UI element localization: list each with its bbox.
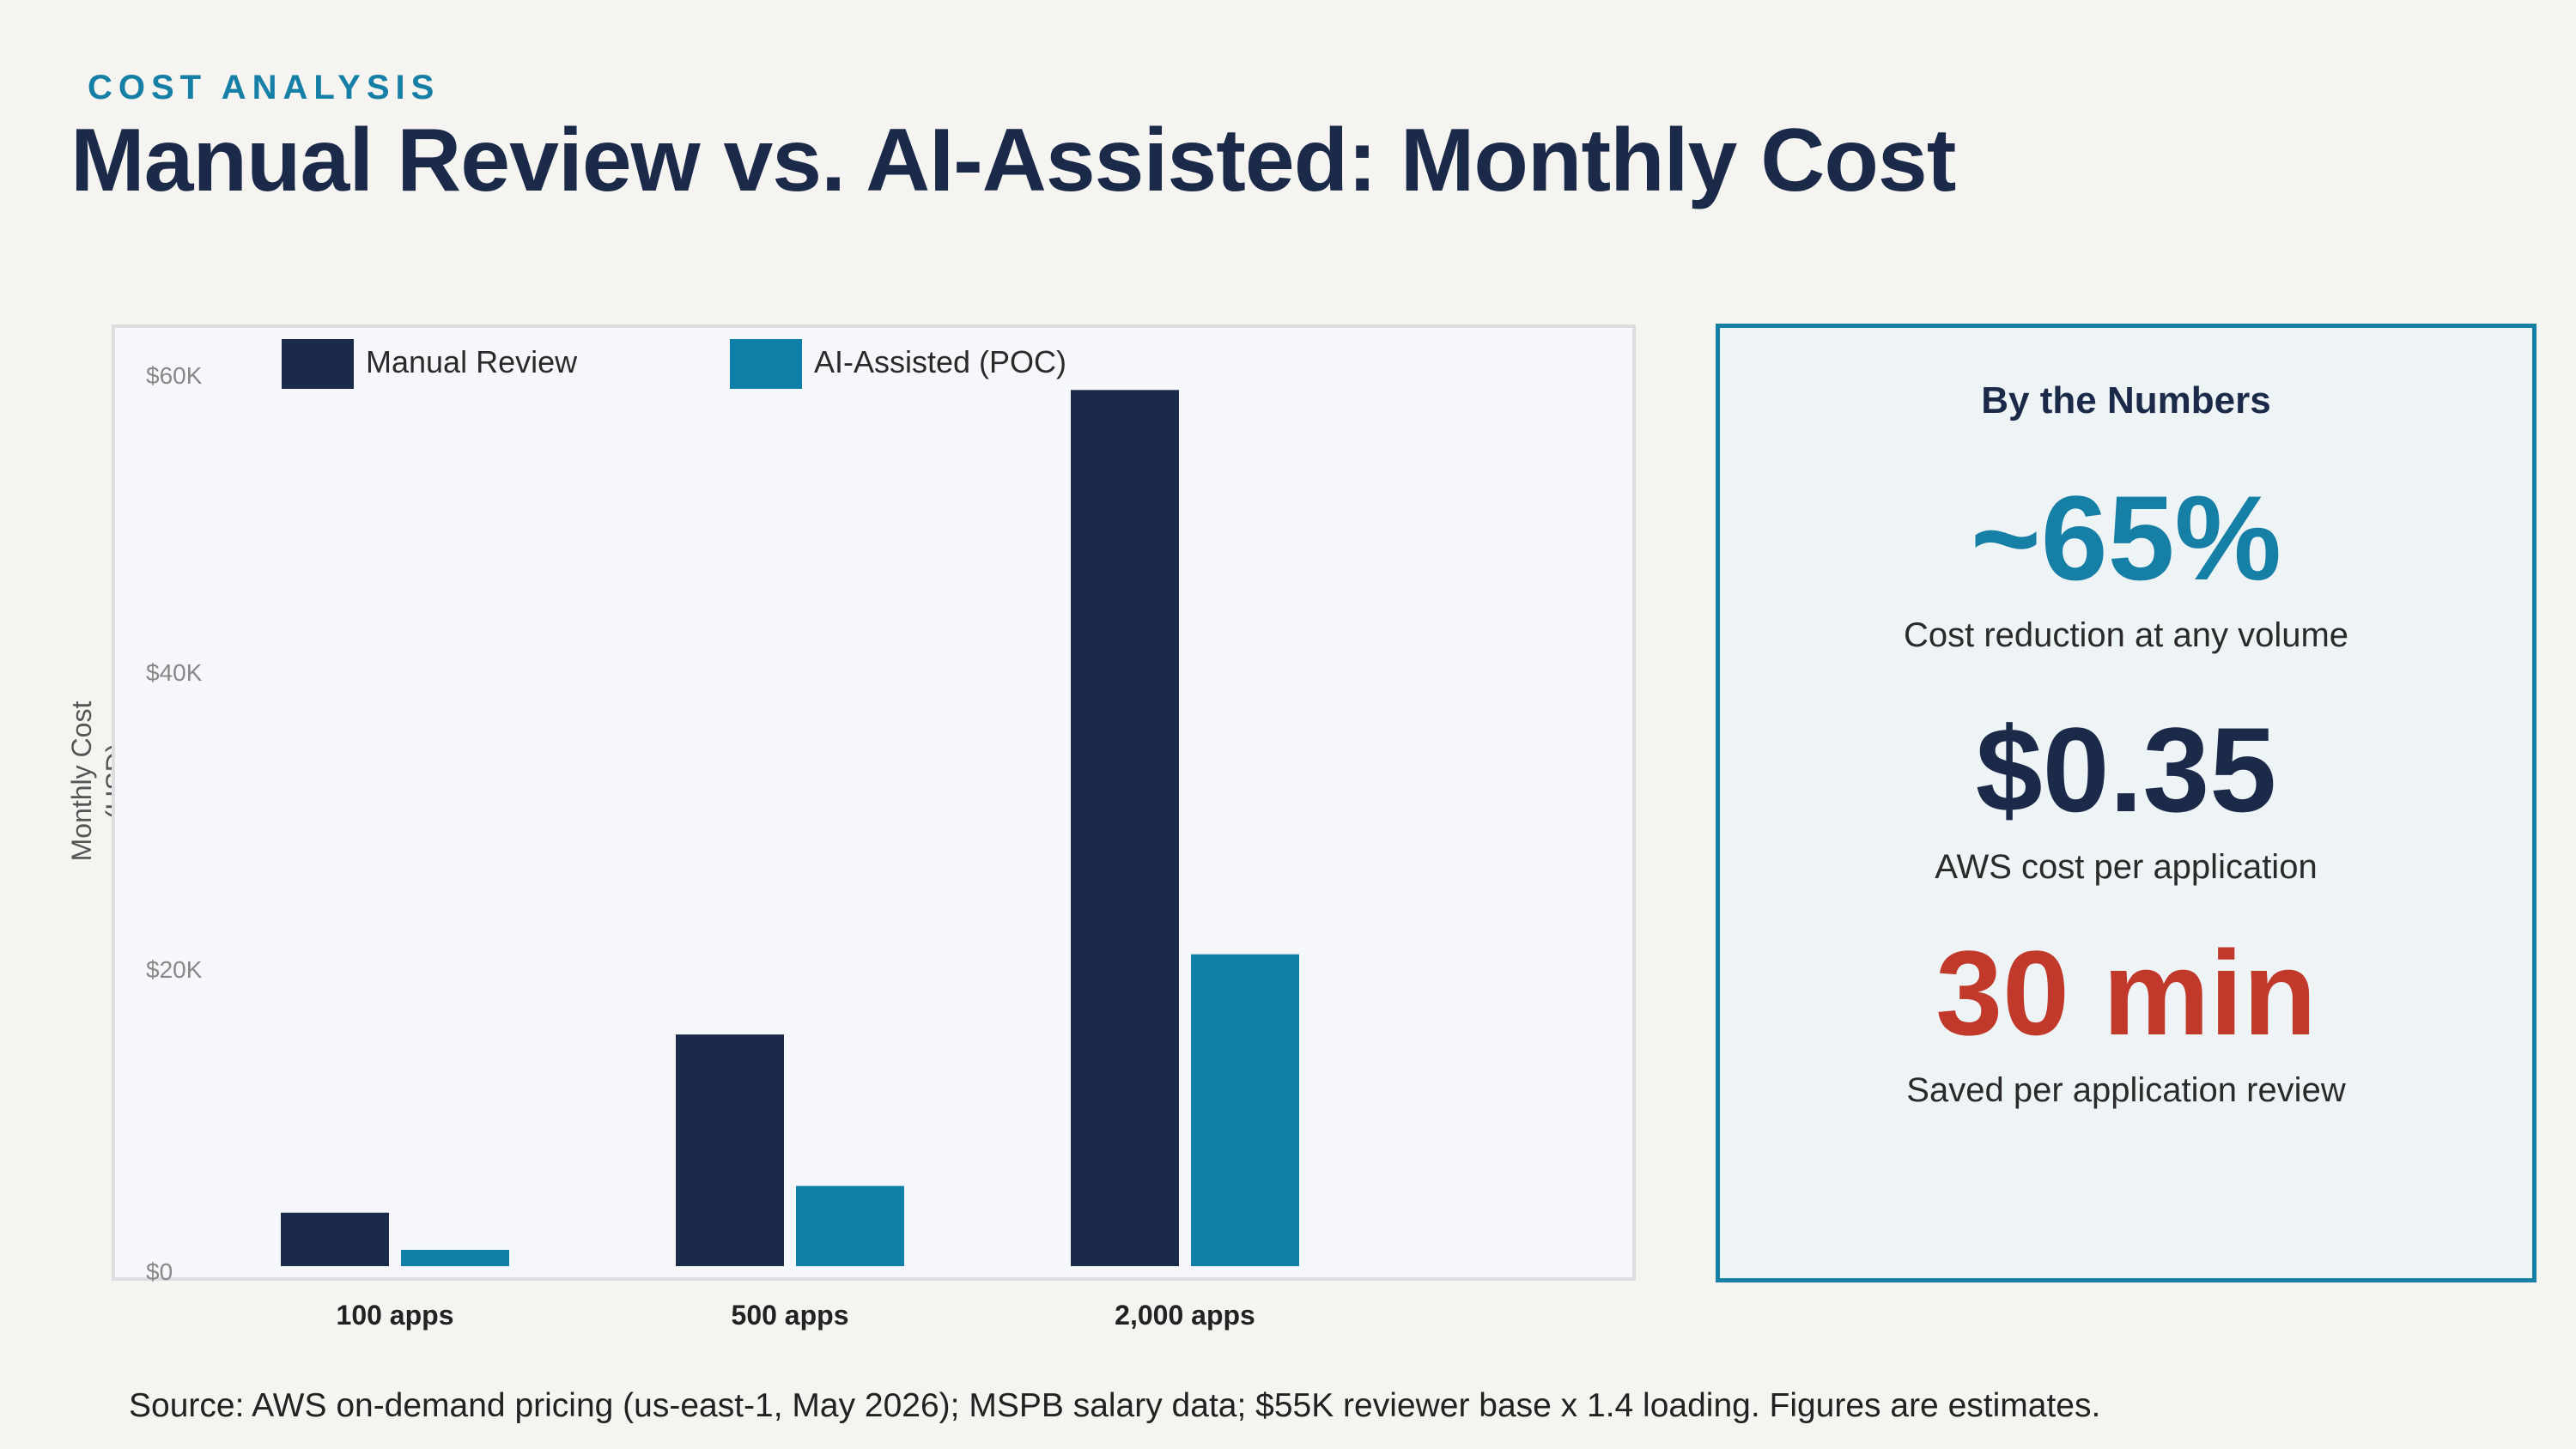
- x-tick-label: 500 apps: [732, 1300, 849, 1331]
- page-title: Manual Review vs. AI-Assisted: Monthly C…: [70, 111, 1956, 210]
- legend-label-0: Manual Review: [366, 344, 578, 379]
- stat-time-saved-label: Saved per application review: [1906, 1071, 2346, 1109]
- y-tick-label: $40K: [146, 659, 203, 686]
- bar-manual-1: [676, 1034, 784, 1266]
- legend-swatch-0: [282, 339, 354, 389]
- x-tick-label: 100 apps: [337, 1300, 454, 1331]
- bar-manual-0: [281, 1212, 389, 1266]
- stat-aws-cost-label: AWS cost per application: [1935, 848, 2318, 886]
- stats-panel: By the Numbers ~65% Cost reduction at an…: [1716, 324, 2537, 1282]
- stat-aws-cost-value: $0.35: [1975, 702, 2277, 837]
- source-note: Source: AWS on-demand pricing (us-east-1…: [129, 1387, 2101, 1424]
- chart-plot-area: [112, 324, 1636, 1281]
- y-tick-label: $60K: [146, 362, 203, 389]
- legend-swatch-1: [730, 339, 802, 389]
- bar-chart: $0 $20K $40K $60K 100 apps 500 apps 2,000 apps…: [146, 339, 1299, 1331]
- eyebrow-label: COST ANALYSIS: [88, 69, 440, 106]
- bar-ai-1: [796, 1185, 904, 1266]
- stats-heading: By the Numbers: [1981, 379, 2271, 421]
- bar-manual-2: [1071, 390, 1179, 1266]
- bar-ai-2: [1191, 954, 1299, 1266]
- legend-label-1: AI-Assisted (POC): [814, 344, 1066, 379]
- stat-time-saved-value: 30 min: [1935, 925, 2317, 1060]
- y-tick-label: $20K: [146, 956, 203, 983]
- stat-cost-reduction-label: Cost reduction at any volume: [1903, 616, 2349, 654]
- stat-cost-reduction-value: ~65%: [1971, 470, 2281, 605]
- x-tick-label: 2,000 apps: [1115, 1300, 1255, 1331]
- y-tick-label: $0: [146, 1258, 173, 1285]
- bar-ai-0: [401, 1249, 509, 1266]
